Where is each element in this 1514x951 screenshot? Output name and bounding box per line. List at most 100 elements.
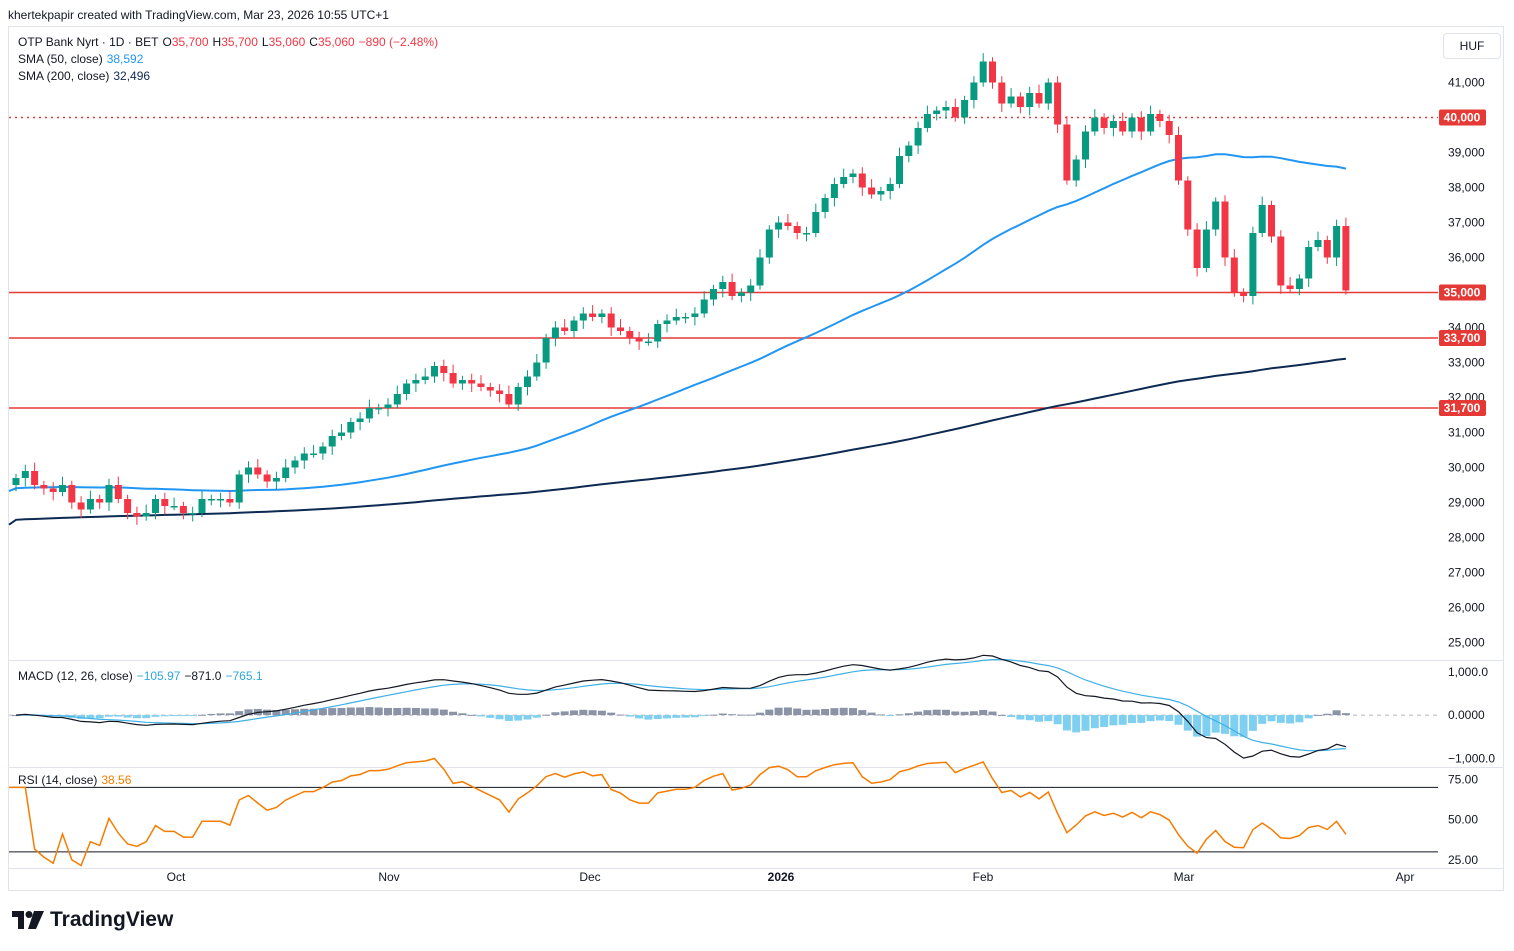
candle-body <box>849 173 857 177</box>
level-badge <box>1439 400 1486 416</box>
candle-body <box>886 184 894 191</box>
candle-body <box>458 380 466 384</box>
candle-body <box>524 376 531 387</box>
macd-histogram-bar <box>467 714 476 716</box>
macd-histogram-bar <box>570 710 578 716</box>
candle-body <box>124 499 132 513</box>
candle-body <box>803 233 810 235</box>
candle-body <box>942 107 950 111</box>
macd-legend[interactable]: MACD (12, 26, close) −105.97 −871.0 −765.1 <box>18 669 267 683</box>
macd-histogram-bar <box>635 715 644 719</box>
candle-body <box>77 502 85 510</box>
candle-body <box>1035 93 1043 104</box>
sma200-label: SMA (200, close) <box>18 69 110 83</box>
level-badge-label: 40,000 <box>1444 111 1481 125</box>
candle-body <box>403 383 411 394</box>
candle-body <box>896 156 903 184</box>
macd-histogram-bar <box>244 709 253 716</box>
macd-histogram-bar <box>77 715 86 719</box>
candle-body <box>1082 131 1089 160</box>
macd-histogram-bar <box>263 709 272 716</box>
candle-body <box>775 222 783 230</box>
macd-histogram-bar <box>514 715 523 721</box>
rsi-legend[interactable]: RSI (14, close) 38.56 <box>18 773 135 787</box>
macd-histogram-bar <box>458 713 467 716</box>
symbol-title[interactable]: OTP Bank Nyrt · 1D · BET <box>18 35 159 49</box>
macd-histogram-bar <box>951 711 960 716</box>
sma50-legend[interactable]: SMA (50, close) 38,592 <box>18 52 147 66</box>
candle-body <box>431 366 438 377</box>
candle-body <box>291 460 299 468</box>
macd-histogram-bar <box>105 715 113 717</box>
macd-histogram-bar <box>681 715 690 718</box>
level-badge <box>1439 330 1486 346</box>
macd-histogram-bar <box>904 713 913 716</box>
candle-body <box>21 471 29 478</box>
candle-body <box>468 380 476 384</box>
macd-histogram-bar <box>765 709 774 716</box>
macd-histogram-bar <box>170 715 179 717</box>
candle-body <box>1007 96 1015 104</box>
candle-body <box>356 418 364 422</box>
macd-signal-line <box>15 658 1346 752</box>
tradingview-logo[interactable]: TradingView <box>12 908 173 932</box>
open-label: O <box>162 35 172 49</box>
macd-histogram-bar <box>802 709 811 716</box>
candle-body <box>1091 117 1099 132</box>
candle-body <box>263 474 271 482</box>
low-label: L <box>261 35 269 49</box>
candle-body <box>384 404 392 408</box>
candle-body <box>486 387 494 391</box>
candle-body <box>198 499 206 513</box>
candle-body <box>282 467 290 478</box>
candle-body <box>1026 93 1034 107</box>
macd-histogram-bar <box>1295 715 1304 723</box>
candle-body <box>1063 124 1071 181</box>
macd-histogram-bar <box>495 715 504 720</box>
macd-histogram-bar <box>198 714 206 716</box>
rsi-line <box>9 757 1347 867</box>
macd-histogram-bar <box>774 707 783 716</box>
sma200-legend[interactable]: SMA (200, close) 32,496 <box>18 69 154 83</box>
candle-body <box>179 506 187 513</box>
macd-histogram-bar <box>207 713 216 716</box>
candle-body <box>765 229 773 258</box>
macd-histogram-bar <box>402 707 411 716</box>
macd-histogram-bar <box>923 710 932 716</box>
candle-body <box>505 394 513 405</box>
candle-body <box>1286 285 1294 289</box>
price-axis-tick: 41,000 <box>1448 76 1485 90</box>
macd-histogram-bar <box>960 711 969 716</box>
macd-histogram-bar <box>1100 715 1109 727</box>
time-axis-tick: Nov <box>378 870 399 884</box>
macd-histogram-bar <box>1193 715 1202 737</box>
macd-histogram-bar <box>793 708 802 716</box>
price-axis-tick: 37,000 <box>1448 216 1485 230</box>
currency-button[interactable]: HUF <box>1443 33 1501 59</box>
candle-body <box>868 187 876 195</box>
macd-histogram-bar <box>356 707 365 716</box>
candle-body <box>68 485 76 503</box>
macd-histogram-bar <box>216 713 225 716</box>
macd-signal-value: −765.1 <box>225 669 263 683</box>
candle-body <box>12 478 20 485</box>
candle-body <box>86 499 94 510</box>
macd-histogram-bar <box>384 707 392 716</box>
macd-histogram-bar <box>607 712 616 716</box>
candle-body <box>421 376 429 380</box>
macd-histogram-bar <box>737 714 746 716</box>
macd-histogram-bar <box>756 712 764 716</box>
close-value: 35,060 <box>317 35 355 49</box>
macd-histogram-bar <box>1230 715 1239 737</box>
macd-histogram-bar <box>95 715 104 719</box>
price-axis-tick: 25,000 <box>1448 636 1485 650</box>
price-axis-tick: 29,000 <box>1448 496 1485 510</box>
macd-histogram-bar <box>839 707 848 716</box>
candle-body <box>31 471 39 485</box>
candle-body <box>1193 229 1201 268</box>
macd-histogram-bar <box>672 715 681 718</box>
macd-histogram-bar <box>1286 715 1295 724</box>
candle-body <box>682 317 690 319</box>
candle-body <box>114 485 122 499</box>
